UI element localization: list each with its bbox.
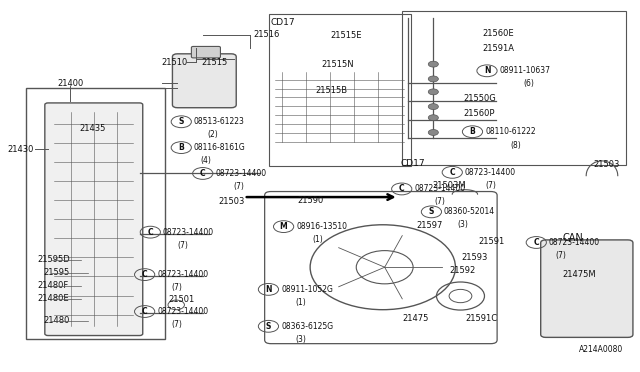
Text: 08723-14400: 08723-14400: [465, 168, 516, 177]
Text: 21516: 21516: [253, 30, 280, 39]
Text: C: C: [147, 228, 153, 237]
Text: 08723-14400: 08723-14400: [216, 169, 266, 178]
Text: S: S: [266, 322, 271, 331]
Text: 21595: 21595: [44, 268, 70, 277]
Text: 21591A: 21591A: [482, 44, 514, 53]
FancyBboxPatch shape: [45, 103, 143, 336]
Circle shape: [428, 129, 438, 135]
Text: 08723-14400: 08723-14400: [549, 238, 600, 247]
Text: 21597: 21597: [416, 221, 443, 230]
Text: 21515N: 21515N: [321, 60, 354, 70]
Text: (7): (7): [177, 241, 188, 250]
Text: 21510: 21510: [162, 58, 188, 67]
Text: (3): (3): [458, 220, 468, 229]
Text: 21560E: 21560E: [482, 29, 513, 38]
Text: S: S: [429, 207, 434, 217]
Circle shape: [428, 104, 438, 110]
Text: (1): (1): [295, 298, 306, 307]
Text: 08363-6125G: 08363-6125G: [281, 322, 333, 331]
Text: 21515B: 21515B: [315, 86, 348, 95]
Text: 21590: 21590: [298, 196, 324, 205]
Text: 08116-8161G: 08116-8161G: [194, 143, 246, 152]
Circle shape: [428, 76, 438, 82]
Text: N: N: [484, 66, 490, 75]
Text: (7): (7): [171, 320, 182, 329]
Text: 21515E: 21515E: [330, 31, 362, 40]
Text: 21430: 21430: [7, 145, 33, 154]
Text: 08723-14400: 08723-14400: [157, 307, 209, 316]
Text: 21480E: 21480E: [37, 294, 69, 303]
Circle shape: [428, 89, 438, 95]
Text: 21595D: 21595D: [37, 255, 70, 264]
Circle shape: [428, 115, 438, 121]
Text: 21593: 21593: [461, 253, 488, 263]
FancyBboxPatch shape: [191, 46, 220, 58]
Text: 21515: 21515: [202, 58, 228, 67]
Text: 21503: 21503: [218, 197, 245, 206]
Text: 21475: 21475: [403, 314, 429, 323]
Text: C: C: [142, 270, 147, 279]
Text: 08916-13510: 08916-13510: [296, 222, 348, 231]
Text: S: S: [179, 117, 184, 126]
FancyBboxPatch shape: [172, 54, 236, 108]
Text: 21503M: 21503M: [432, 182, 466, 190]
Text: 08723-14400: 08723-14400: [157, 270, 209, 279]
Text: CD17: CD17: [401, 159, 425, 169]
Text: B: B: [179, 143, 184, 152]
Text: C: C: [200, 169, 205, 178]
Text: (6): (6): [524, 79, 534, 88]
Text: (3): (3): [295, 335, 306, 344]
Text: (2): (2): [208, 130, 218, 139]
Text: C: C: [449, 168, 455, 177]
Text: C: C: [142, 307, 147, 316]
Text: 21475M: 21475M: [563, 270, 596, 279]
Text: (7): (7): [435, 198, 445, 206]
Text: 08911-10637: 08911-10637: [500, 66, 550, 75]
Text: 21550G: 21550G: [463, 94, 496, 103]
Text: (7): (7): [485, 181, 496, 190]
Text: 08911-1052G: 08911-1052G: [281, 285, 333, 294]
Text: CAN: CAN: [563, 233, 584, 243]
Text: (1): (1): [312, 235, 323, 244]
Text: C: C: [534, 238, 539, 247]
Text: CD17: CD17: [271, 18, 296, 27]
Text: 21592: 21592: [449, 266, 476, 275]
Text: 21501: 21501: [168, 295, 195, 304]
Text: 21480F: 21480F: [37, 281, 68, 290]
Text: (7): (7): [233, 182, 244, 191]
Text: 08110-61222: 08110-61222: [485, 127, 536, 136]
Text: 21591C: 21591C: [465, 314, 498, 323]
Text: 08360-52014: 08360-52014: [444, 207, 495, 217]
Text: B: B: [470, 127, 476, 136]
Text: 21591: 21591: [478, 237, 504, 246]
Text: (7): (7): [556, 251, 566, 260]
FancyBboxPatch shape: [541, 240, 633, 337]
Text: N: N: [265, 285, 272, 294]
Text: M: M: [280, 222, 287, 231]
Text: (4): (4): [200, 156, 211, 165]
Text: (7): (7): [171, 283, 182, 292]
Text: A214A0080: A214A0080: [579, 345, 623, 354]
Text: C: C: [399, 185, 404, 193]
Text: 08723-14400: 08723-14400: [414, 185, 465, 193]
Text: 21503: 21503: [593, 160, 620, 169]
Text: (8): (8): [510, 141, 521, 150]
Text: 08513-61223: 08513-61223: [194, 117, 244, 126]
Text: 21400: 21400: [57, 79, 83, 88]
Text: 21480: 21480: [44, 316, 70, 325]
Text: 21560P: 21560P: [463, 109, 495, 118]
Circle shape: [428, 61, 438, 67]
Text: 21435: 21435: [79, 124, 106, 133]
Text: 08723-14400: 08723-14400: [163, 228, 214, 237]
